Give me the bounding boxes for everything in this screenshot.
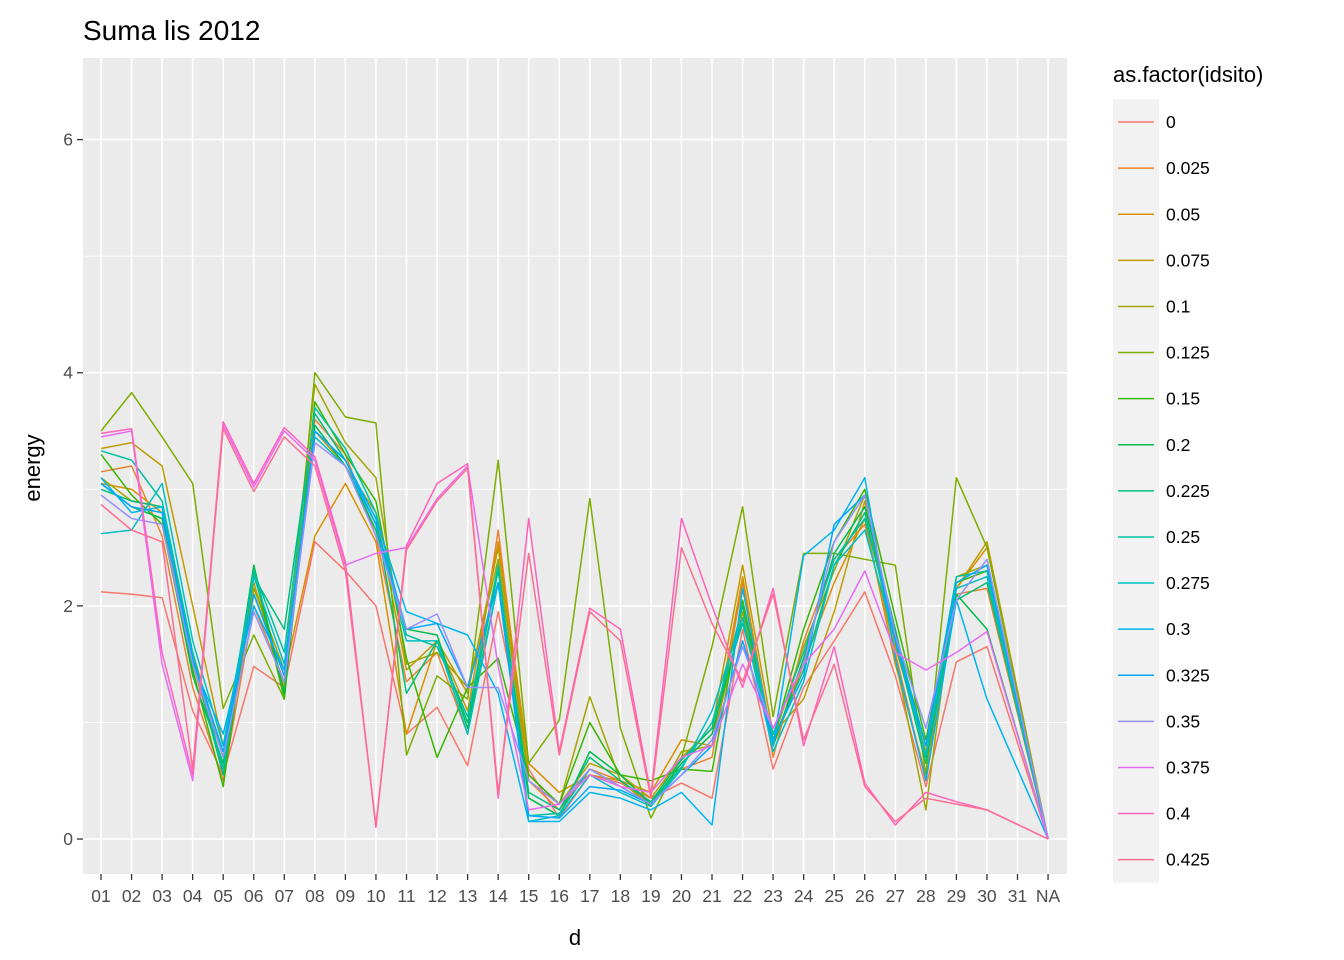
x-tick-label: 28 [916, 886, 935, 906]
legend-label: 0.05 [1166, 204, 1200, 224]
x-tick-label: 14 [488, 886, 508, 906]
x-tick-label: 09 [336, 886, 355, 906]
x-tick-label: 27 [886, 886, 905, 906]
legend-label: 0.325 [1166, 665, 1210, 685]
legend-label: 0.2 [1166, 435, 1190, 455]
legend-label: 0.4 [1166, 804, 1191, 824]
x-tick-label: 25 [824, 886, 843, 906]
legend-label: 0.25 [1166, 527, 1200, 547]
x-tick-label: 06 [244, 886, 263, 906]
y-tick-label: 6 [63, 130, 73, 150]
x-tick-label: 24 [794, 886, 814, 906]
legend-label: 0.025 [1166, 158, 1210, 178]
x-tick-label: 04 [183, 886, 203, 906]
legend-label: 0.425 [1166, 850, 1210, 870]
series-line [100, 430, 1049, 840]
x-tick-label: 02 [122, 886, 141, 906]
y-axis-title: energy [20, 434, 45, 501]
legend-label: 0.075 [1166, 250, 1210, 270]
x-tick-label: 07 [275, 886, 294, 906]
y-tick-label: 4 [63, 363, 73, 383]
series-line [100, 406, 1049, 840]
series-line [100, 436, 1049, 840]
y-tick-label: 2 [63, 596, 73, 616]
x-tick-label: 17 [580, 886, 599, 906]
x-tick-label: 19 [641, 886, 660, 906]
x-tick-label: 23 [763, 886, 782, 906]
legend-label: 0.1 [1166, 296, 1190, 316]
x-tick-label: 11 [397, 886, 415, 906]
x-tick-label: 05 [213, 886, 232, 906]
legend-label: 0.35 [1166, 711, 1200, 731]
legend: as.factor(idsito) 0 0.025 0.05 0.075 0.1 0.12… [1113, 62, 1263, 883]
x-tick-label: 30 [977, 886, 997, 906]
x-tick-label: 10 [366, 886, 386, 906]
legend-label: 0.375 [1166, 757, 1210, 777]
chart-title: Suma lis 2012 [83, 15, 260, 46]
x-tick-label: 26 [855, 886, 874, 906]
x-tick-label: 08 [305, 886, 324, 906]
legend-title: as.factor(idsito) [1113, 62, 1263, 87]
legend-label: 0.225 [1166, 481, 1210, 501]
series-lines [100, 371, 1049, 840]
x-tick-label: 16 [550, 886, 569, 906]
plot-panel [83, 58, 1067, 874]
x-tick-label: 12 [427, 886, 446, 906]
legend-label: 0.275 [1166, 573, 1210, 593]
series-line [100, 427, 1049, 840]
x-tick-label: 31 [1008, 886, 1027, 906]
x-tick-label: 03 [152, 886, 171, 906]
series-line [100, 371, 1049, 840]
legend-label: 0.3 [1166, 619, 1190, 639]
legend-label: 0.125 [1166, 343, 1210, 363]
x-tick-label: NA [1036, 886, 1061, 906]
x-tick-label: 13 [458, 886, 477, 906]
x-tick-label: 21 [702, 886, 721, 906]
x-tick-label: 20 [672, 886, 692, 906]
x-tick-label: 22 [733, 886, 752, 906]
x-tick-label: 18 [611, 886, 630, 906]
y-axis: 0 2 4 6 [63, 130, 83, 849]
x-axis-title: d [569, 925, 581, 950]
series-line [100, 424, 1049, 840]
legend-label: 0.15 [1166, 389, 1200, 409]
x-tick-label: 15 [519, 886, 538, 906]
y-tick-label: 0 [63, 829, 73, 849]
x-axis: 01 02 03 04 05 06 07 08 09 10 11 12 13 14 15 16 17 18 19 20… [91, 874, 1061, 906]
x-tick-label: 29 [947, 886, 966, 906]
x-tick-label: 01 [91, 886, 110, 906]
legend-label: 0 [1166, 112, 1176, 132]
